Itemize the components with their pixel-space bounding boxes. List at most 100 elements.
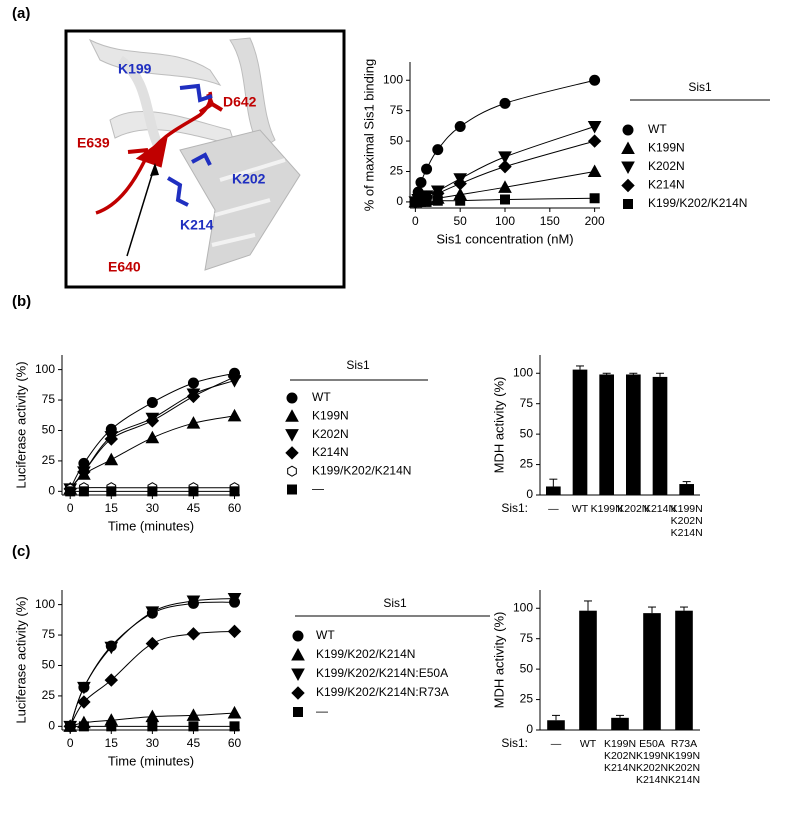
marker <box>186 627 201 641</box>
category-axis-label: Sis1: <box>501 736 528 750</box>
marker <box>499 97 511 109</box>
residue-stick <box>127 135 168 168</box>
x-tick-label: 0 <box>67 501 74 515</box>
marker <box>104 641 119 655</box>
x-tick-label: WT <box>572 503 589 515</box>
y-tick-label: 50 <box>42 658 56 672</box>
marker <box>227 408 242 422</box>
x-tick-label: K199N <box>636 750 668 762</box>
marker <box>623 199 633 209</box>
marker <box>587 164 602 177</box>
fit-curve <box>69 601 235 727</box>
y-axis-label: MDH activity (%) <box>491 377 506 474</box>
marker <box>106 721 117 732</box>
x-tick-label: E50A <box>639 738 665 750</box>
y-tick-label: 25 <box>390 164 404 178</box>
x-tick-label: K214N <box>644 503 676 515</box>
bar <box>611 717 629 730</box>
x-tick-label: K199N <box>604 738 636 750</box>
legend-label: K214N <box>312 445 349 459</box>
x-tick-label: K202N <box>668 762 700 774</box>
legend-title: Sis1 <box>383 596 407 610</box>
x-tick-label: K202N <box>671 515 703 527</box>
marker <box>106 486 117 497</box>
structure-label: D642 <box>223 94 257 110</box>
structure-label: K214 <box>180 217 214 233</box>
x-tick-label: 60 <box>228 736 242 750</box>
y-tick-label: 75 <box>42 627 56 641</box>
marker <box>186 389 201 404</box>
x-tick-label: 45 <box>187 501 201 515</box>
ribbon <box>116 55 165 153</box>
marker <box>498 180 512 193</box>
marker <box>77 695 91 709</box>
marker <box>147 486 158 497</box>
x-tick-label: WT <box>580 738 597 750</box>
marker <box>291 668 305 682</box>
marker <box>621 178 635 193</box>
marker <box>587 134 602 148</box>
y-tick-label: 100 <box>513 600 533 614</box>
bar <box>652 376 668 495</box>
x-tick-label: K199N <box>668 750 700 762</box>
marker <box>285 429 299 442</box>
bar <box>626 374 641 495</box>
x-tick-label: 0 <box>67 736 74 750</box>
x-tick-label: K214N <box>604 762 636 774</box>
bar <box>675 610 693 730</box>
legend-label: K202N <box>648 159 685 173</box>
legend-label: K199/K202/K214N:R73A <box>316 685 449 699</box>
marker <box>229 721 240 732</box>
marker <box>229 486 240 497</box>
bar <box>679 484 694 495</box>
marker <box>104 432 118 446</box>
x-axis-label: Time (minutes) <box>108 518 194 533</box>
x-tick-label: 30 <box>146 736 160 750</box>
structure-label: K202 <box>232 171 266 187</box>
marker <box>622 124 634 136</box>
legend-label: K214N <box>648 178 685 192</box>
marker <box>421 196 432 207</box>
marker <box>65 486 76 497</box>
marker <box>186 595 201 609</box>
bar <box>643 613 661 730</box>
y-tick-label: 25 <box>42 453 56 467</box>
y-tick-label: 0 <box>48 719 55 733</box>
y-tick-label: 75 <box>520 396 534 410</box>
residue-stick <box>191 152 212 166</box>
y-tick-label: 75 <box>42 392 56 406</box>
legend-label: — <box>316 704 328 718</box>
marker <box>285 446 299 460</box>
structure-label: K199 <box>118 61 152 77</box>
marker <box>77 681 91 695</box>
x-tick-label: 50 <box>454 214 468 228</box>
x-tick-label: R73A <box>671 738 697 750</box>
y-tick-label: 0 <box>526 487 533 501</box>
marker <box>432 195 443 206</box>
y-tick-label: 75 <box>390 103 404 117</box>
arrow <box>126 164 156 257</box>
legend-label: WT <box>648 122 667 136</box>
marker <box>145 430 160 444</box>
y-tick-label: 50 <box>42 423 56 437</box>
x-tick-label: — <box>548 503 559 515</box>
x-axis-label: Sis1 concentration (nM) <box>436 231 573 246</box>
legend-label: K199N <box>648 141 685 155</box>
legend-label: — <box>312 482 324 496</box>
x-tick-label: 100 <box>495 214 515 228</box>
y-tick-label: 100 <box>35 597 55 611</box>
x-axis-label: Time (minutes) <box>108 753 194 768</box>
marker <box>187 377 199 389</box>
marker <box>293 707 303 717</box>
marker <box>287 484 297 495</box>
legend-label: K199/K202/K214N <box>312 463 411 477</box>
x-tick-label: 150 <box>540 214 560 228</box>
legend-title: Sis1 <box>346 358 370 372</box>
x-tick-label: K202N <box>604 750 636 762</box>
marker <box>145 606 160 619</box>
marker <box>145 636 160 651</box>
marker <box>145 414 160 428</box>
y-tick-label: 25 <box>520 692 534 706</box>
marker <box>291 647 305 661</box>
